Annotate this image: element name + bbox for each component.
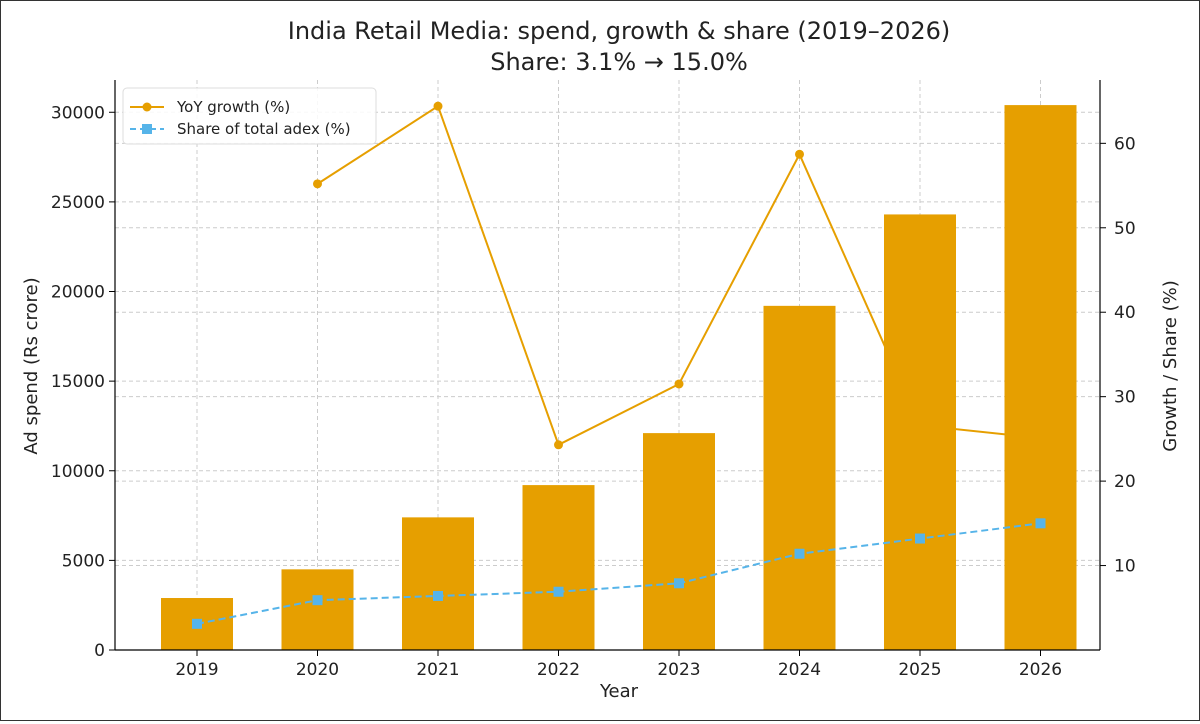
x-tick-label: 2025 [898,660,941,680]
spend-bar [402,517,474,650]
share-point [794,548,805,559]
y-tick-label: 25000 [51,193,105,213]
spend-bar [281,569,354,650]
legend-marker [142,102,152,112]
y-tick-label: 10000 [51,462,105,482]
share-point [553,586,564,597]
spend-bar [884,214,956,650]
y2-tick-label: 60 [1114,134,1136,154]
growth-point [313,179,322,189]
y-tick-label: 0 [94,641,105,661]
spend-bar [522,485,595,650]
legend-marker [142,124,152,134]
share-point [915,533,925,544]
x-tick-label: 2020 [296,660,339,680]
y-tick-label: 20000 [51,283,105,303]
x-axis-label: Year [599,681,639,702]
legend-label: Share of total adex (%) [177,120,351,138]
chart-title: India Retail Media: spend, growth & shar… [288,17,951,45]
y2-tick-label: 30 [1114,388,1136,408]
growth-point [433,101,443,111]
share-point [674,578,684,589]
spend-bar [763,305,836,650]
share-point [433,590,443,601]
y-tick-label: 5000 [62,551,105,571]
share-point [192,618,202,629]
y-tick-label: 30000 [51,103,105,123]
y2-axis-label: Growth / Share (%) [1160,280,1181,451]
y-axis-label: Ad spend (Rs crore) [21,277,42,454]
y2-tick-label: 50 [1114,219,1136,239]
x-tick-label: 2022 [537,660,580,680]
share-point [1035,518,1046,529]
legend-label: YoY growth (%) [176,98,290,116]
x-tick-label: 2023 [657,660,700,680]
x-tick-label: 2019 [175,660,218,680]
spend-bar [1004,105,1077,650]
share-line [196,522,1041,625]
y-tick-label: 15000 [51,372,105,392]
growth-point [554,440,563,450]
legend-box [122,87,377,145]
share-point [312,595,323,606]
x-tick-label: 2021 [416,660,459,680]
y2-tick-label: 40 [1114,303,1136,323]
y2-tick-label: 20 [1114,472,1136,492]
growth-point [795,149,804,159]
x-tick-label: 2026 [1019,660,1062,680]
growth-point [674,379,684,389]
spend-bar [643,433,715,650]
chart-subtitle: Share: 3.1% → 15.0% [490,48,748,76]
x-tick-label: 2024 [778,660,821,680]
y2-tick-label: 10 [1114,557,1136,577]
